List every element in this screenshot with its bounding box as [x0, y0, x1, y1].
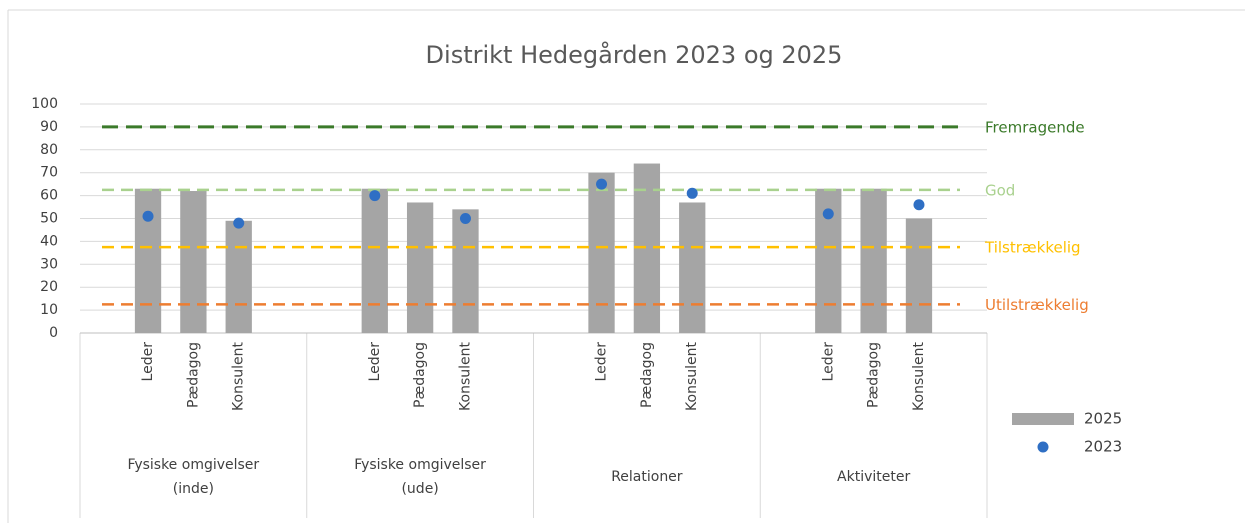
x-tick-label: Leder	[594, 342, 610, 382]
legend-swatch	[1037, 441, 1049, 453]
x-tick-label: Pædagog	[639, 342, 655, 408]
x-tick-label: Konsulent	[911, 342, 927, 411]
group-label: Fysiske omgivelser	[354, 457, 486, 473]
dot	[913, 199, 925, 211]
reference-label: Fremragende	[985, 118, 1085, 136]
legend-swatch	[1012, 413, 1074, 425]
bar	[225, 220, 252, 333]
bar	[905, 218, 933, 333]
x-tick-label: Leder	[367, 342, 383, 382]
x-tick-label: Leder	[820, 342, 836, 382]
bar	[679, 202, 706, 333]
dot	[142, 210, 154, 222]
group-label: (inde)	[173, 481, 214, 497]
reference-label: God	[985, 181, 1015, 199]
dot	[233, 217, 245, 229]
bar	[860, 188, 887, 333]
legend-label: 2023	[1084, 438, 1122, 456]
reference-label: Utilstrækkelig	[985, 296, 1089, 314]
y-tick-label: 0	[49, 325, 58, 341]
y-tick-label: 90	[40, 119, 58, 135]
y-tick-label: 70	[40, 165, 58, 181]
bar	[406, 202, 434, 333]
y-tick-label: 10	[40, 302, 58, 318]
y-tick-label: 20	[40, 279, 58, 295]
group-label: Aktiviteter	[837, 469, 910, 485]
x-tick-label: Leder	[140, 342, 156, 382]
y-tick-label: 40	[40, 233, 58, 249]
bar	[588, 172, 615, 333]
group-label: Fysiske omgivelser	[128, 457, 260, 473]
bar	[452, 209, 479, 333]
y-tick-label: 50	[40, 211, 58, 227]
chart-title: Distrikt Hedegården 2023 og 2025	[426, 40, 843, 69]
bar	[180, 191, 207, 333]
y-tick-label: 60	[40, 188, 58, 204]
y-tick-label: 100	[31, 96, 58, 112]
dot	[822, 208, 834, 220]
y-tick-label: 80	[40, 142, 58, 158]
dot	[596, 178, 608, 190]
group-label: (ude)	[401, 481, 438, 497]
dot	[686, 187, 698, 199]
dot	[459, 213, 471, 224]
dot	[369, 190, 381, 202]
x-tick-label: Pædagog	[866, 342, 882, 408]
bar	[361, 188, 388, 333]
x-tick-label: Konsulent	[457, 342, 473, 411]
reference-label: Tilstrækkelig	[984, 239, 1081, 257]
x-tick-label: Pædagog	[412, 342, 428, 408]
x-tick-label: Konsulent	[684, 342, 700, 411]
y-tick-label: 30	[40, 256, 58, 272]
group-label: Relationer	[611, 469, 683, 485]
bar	[134, 188, 162, 333]
x-tick-label: Pædagog	[185, 342, 201, 408]
legend-label: 2025	[1084, 410, 1122, 428]
x-tick-label: Konsulent	[231, 342, 247, 411]
